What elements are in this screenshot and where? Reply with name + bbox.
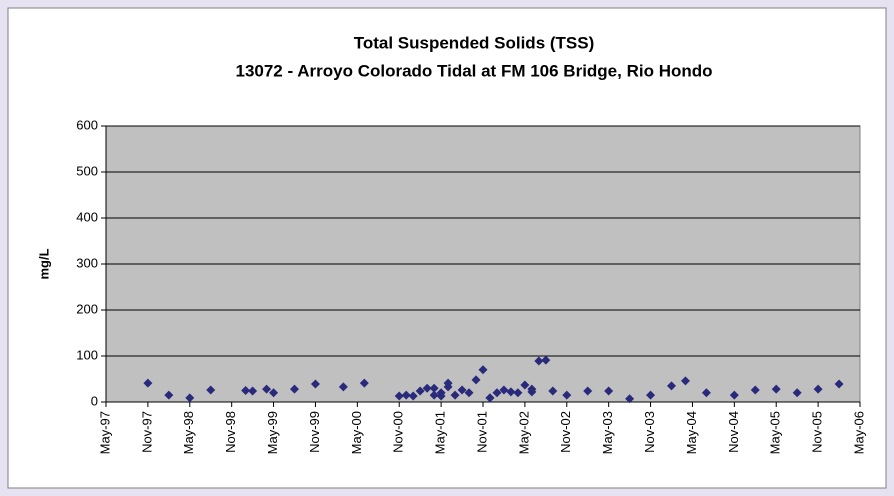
data-point (701, 388, 711, 398)
data-point (506, 387, 516, 397)
y-tick-label: 200 (76, 301, 98, 316)
data-point (290, 384, 299, 394)
data-point (401, 390, 411, 400)
data-point (534, 356, 544, 366)
data-point (464, 388, 474, 398)
data-point (310, 379, 320, 389)
data-point (667, 381, 676, 391)
x-tick-label: May-03 (600, 411, 615, 454)
data-point (646, 390, 656, 400)
x-tick-label: Nov-98 (223, 411, 238, 453)
x-tick-label: May-98 (181, 411, 196, 454)
y-tick-label: 400 (76, 209, 98, 224)
data-point (583, 386, 593, 396)
x-tick-label: Nov-03 (642, 411, 657, 453)
y-tick-label: 100 (76, 347, 98, 362)
data-point (185, 393, 195, 403)
data-point (394, 391, 404, 401)
data-point (478, 365, 488, 375)
x-tick-label: May-00 (349, 411, 364, 454)
data-point (541, 355, 551, 365)
data-point (527, 387, 537, 397)
x-tick-label: May-97 (97, 411, 112, 454)
y-tick-label: 500 (76, 163, 98, 178)
y-tick-label: 300 (76, 255, 98, 270)
data-point (771, 384, 781, 394)
y-tick-label: 0 (91, 393, 98, 408)
data-point (415, 386, 425, 396)
data-point (436, 391, 446, 401)
x-tick-label: May-06 (851, 411, 866, 454)
x-tick-label: Nov-99 (307, 411, 322, 453)
x-tick-label: May-01 (433, 411, 448, 454)
y-axis-title: mg/L (36, 248, 51, 279)
data-point (562, 390, 572, 400)
x-tick-label: May-05 (768, 411, 783, 454)
data-point (499, 385, 509, 395)
data-point (269, 388, 279, 398)
x-tick-label: Nov-01 (474, 411, 489, 453)
data-point (241, 386, 251, 395)
data-point (164, 390, 174, 400)
data-point (813, 384, 823, 394)
data-point (359, 378, 369, 388)
data-point (492, 388, 502, 398)
data-point (792, 388, 802, 398)
x-tick-label: Nov-02 (558, 411, 573, 453)
data-point (604, 386, 614, 396)
data-point (485, 393, 495, 403)
data-point (443, 378, 453, 388)
data-point (206, 385, 216, 395)
data-point (513, 388, 523, 398)
chart-title: Total Suspended Solids (TSS) (354, 33, 595, 52)
chart-subtitle: 13072 - Arroyo Colorado Tidal at FM 106 … (235, 61, 712, 80)
data-point (750, 385, 760, 395)
x-tick-label: May-04 (684, 411, 699, 454)
data-point (471, 375, 481, 385)
data-point (422, 383, 432, 393)
x-tick-label: May-99 (265, 411, 280, 454)
x-tick-label: Nov-97 (139, 411, 154, 453)
data-point (520, 380, 530, 390)
data-point (625, 394, 635, 404)
data-point (248, 386, 258, 396)
data-point (834, 379, 844, 389)
data-point (429, 390, 439, 400)
data-point (680, 376, 690, 386)
data-point (338, 382, 348, 392)
data-point (429, 383, 439, 393)
x-tick-label: Nov-04 (726, 411, 741, 453)
y-tick-label: 600 (76, 117, 98, 132)
data-point (457, 385, 467, 395)
x-tick-label: Nov-05 (810, 411, 825, 453)
data-point (450, 390, 460, 400)
x-tick-label: May-02 (516, 411, 531, 454)
x-tick-label: Nov-00 (391, 411, 406, 453)
data-point (143, 378, 153, 388)
data-point (548, 386, 558, 396)
data-point (408, 391, 418, 401)
data-point (262, 384, 272, 394)
data-point (729, 390, 739, 400)
